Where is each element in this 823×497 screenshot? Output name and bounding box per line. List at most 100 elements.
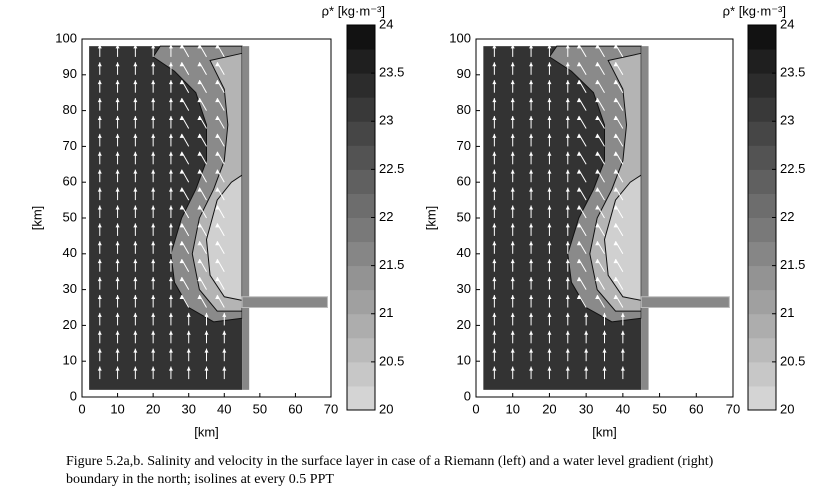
velocity-arrow	[216, 294, 225, 308]
arrow-head	[576, 133, 581, 138]
arrow-head	[151, 205, 156, 210]
river-channel	[640, 296, 730, 309]
arrow-head	[576, 187, 581, 192]
arrow-head	[115, 330, 120, 335]
y-tick-label: 40	[457, 245, 471, 260]
velocity-arrow	[198, 205, 207, 219]
arrow-head	[529, 151, 534, 156]
arrow-head	[197, 205, 202, 210]
velocity-arrow	[216, 223, 225, 237]
arrow-head	[547, 330, 552, 335]
velocity-arrow	[615, 223, 624, 237]
arrow-head	[133, 205, 138, 210]
arrow-head	[547, 312, 552, 317]
arrow-head	[547, 115, 552, 120]
velocity-arrow	[596, 79, 605, 93]
coast	[242, 46, 250, 390]
arrow-head	[151, 80, 156, 85]
arrow-head	[565, 133, 570, 138]
colorbar-tick-label: 23.5	[780, 65, 805, 80]
velocity-arrow	[181, 169, 190, 183]
arrow-head	[179, 294, 184, 299]
arrow-head	[133, 133, 138, 138]
arrow-head	[168, 133, 173, 138]
velocity-arrow	[596, 294, 605, 308]
velocity-arrow	[578, 169, 587, 183]
arrow-head	[547, 223, 552, 228]
x-tick-label: 30	[181, 401, 195, 416]
colorbar-band	[347, 97, 375, 122]
velocity-arrow	[578, 151, 587, 165]
arrow-head	[547, 62, 552, 67]
arrow-head	[529, 223, 534, 228]
arrow-head	[613, 44, 618, 49]
x-tick-label: 10	[505, 401, 519, 416]
arrow-head	[97, 241, 102, 246]
arrow-head	[179, 62, 184, 67]
arrow-head	[186, 330, 191, 335]
arrow-head	[115, 151, 120, 156]
x-tick-label: 60	[689, 401, 703, 416]
river-channel	[241, 296, 328, 309]
arrow-head	[97, 312, 102, 317]
arrow-head	[547, 44, 552, 49]
arrow-head	[115, 312, 120, 317]
arrow-head	[510, 294, 515, 299]
arrow-head	[529, 259, 534, 264]
arrow-head	[215, 259, 220, 264]
arrow-head	[613, 223, 618, 228]
velocity-arrow	[181, 133, 190, 147]
arrow-head	[620, 330, 625, 335]
arrow-head	[595, 62, 600, 67]
arrow-head	[492, 259, 497, 264]
arrow-head	[151, 294, 156, 299]
velocity-arrow	[198, 241, 207, 255]
arrow-head	[215, 205, 220, 210]
arrow-head	[215, 277, 220, 282]
arrow-head	[179, 223, 184, 228]
velocity-arrow	[615, 97, 624, 111]
arrow-head	[168, 44, 173, 49]
colorbar-band	[748, 265, 776, 291]
arrow-head	[151, 169, 156, 174]
velocity-arrow	[578, 294, 587, 308]
arrow-head	[565, 169, 570, 174]
arrow-head	[584, 312, 589, 317]
colorbar-band	[748, 361, 776, 387]
colorbar-band	[347, 241, 375, 267]
x-tick-label: 20	[542, 401, 556, 416]
arrow-head	[613, 241, 618, 246]
colorbar-band	[748, 241, 776, 267]
velocity-arrow	[596, 241, 605, 255]
arrow-head	[595, 187, 600, 192]
arrow-head	[547, 187, 552, 192]
velocity-arrow	[181, 115, 190, 129]
arrow-head	[151, 366, 156, 371]
arrow-head	[197, 241, 202, 246]
arrow-head	[179, 277, 184, 282]
arrow-head	[115, 205, 120, 210]
arrow-head	[151, 44, 156, 49]
velocity-arrow	[615, 151, 624, 165]
arrow-head	[492, 133, 497, 138]
arrow-head	[168, 330, 173, 335]
x-tick-label: 70	[726, 401, 740, 416]
arrow-head	[179, 98, 184, 103]
velocity-arrow	[578, 44, 587, 58]
arrow-head	[547, 241, 552, 246]
arrow-head	[547, 133, 552, 138]
x-tick-label: 30	[579, 401, 593, 416]
arrow-head	[492, 348, 497, 353]
velocity-arrow	[216, 97, 225, 111]
arrow-head	[133, 169, 138, 174]
velocity-arrow	[596, 62, 605, 76]
arrow-head	[547, 80, 552, 85]
arrow-head	[97, 62, 102, 67]
arrow-head	[547, 205, 552, 210]
arrow-head	[115, 133, 120, 138]
velocity-arrow	[181, 205, 190, 219]
arrow-head	[215, 98, 220, 103]
colorbar-tick-label: 24	[780, 16, 794, 31]
arrow-head	[97, 223, 102, 228]
